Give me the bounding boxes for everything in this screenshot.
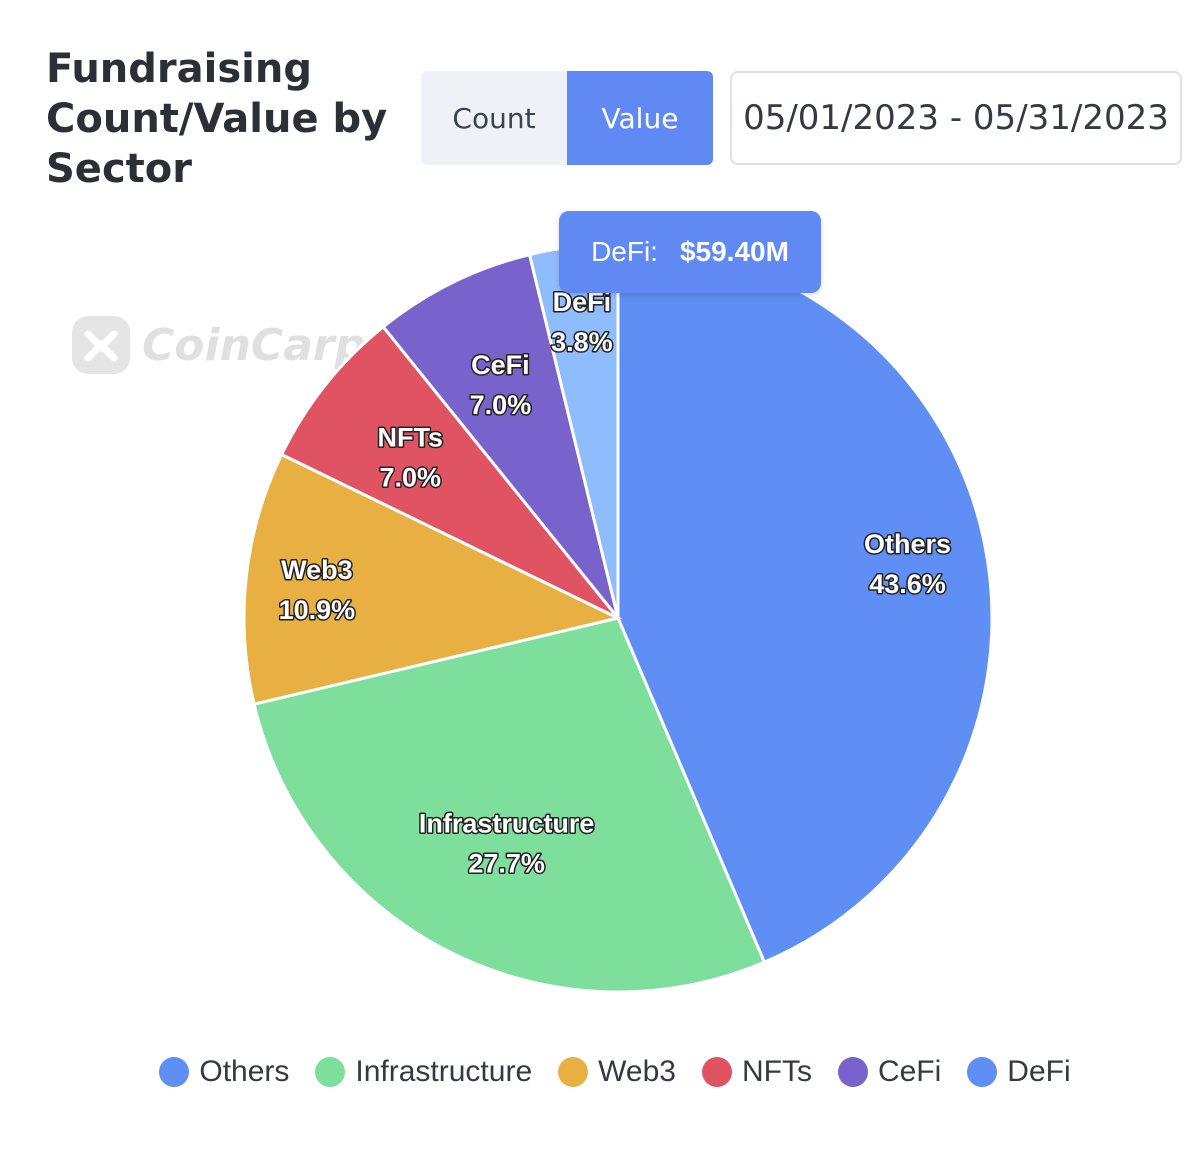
- legend-dot-infrastructure: [315, 1057, 346, 1087]
- legend-dot-cefi: [837, 1057, 868, 1087]
- slice-percent-defi: 3.8%: [551, 327, 613, 357]
- legend-item-cefi[interactable]: CeFi: [837, 1055, 942, 1089]
- legend-dot-web3: [558, 1057, 589, 1087]
- legend-item-nfts[interactable]: NFTs: [701, 1055, 812, 1089]
- legend-label-web3: Web3: [598, 1055, 676, 1088]
- legend-dot-defi: [967, 1057, 998, 1087]
- chart-tooltip: DeFi: $59.40M: [559, 211, 821, 293]
- slice-percent-nfts: 7.0%: [379, 463, 441, 493]
- tooltip-label: DeFi:: [591, 236, 658, 267]
- pie-slice-web3[interactable]: [242, 452, 623, 706]
- legend-label-infrastructure: Infrastructure: [355, 1055, 533, 1088]
- slice-label-infrastructure: Infrastructure: [419, 808, 595, 838]
- slice-percent-cefi: 7.0%: [470, 390, 532, 420]
- legend-item-others[interactable]: Others: [159, 1055, 289, 1089]
- slice-label-others: Others: [864, 529, 951, 559]
- slice-percent-infrastructure: 27.7%: [468, 848, 545, 878]
- legend-label-others: Others: [199, 1055, 290, 1088]
- legend-item-defi[interactable]: DeFi: [967, 1055, 1071, 1089]
- legend-label-nfts: NFTs: [741, 1055, 812, 1088]
- date-range-picker[interactable]: 05/01/2023 - 05/31/2023: [730, 71, 1182, 165]
- value-toggle-button[interactable]: Value: [567, 71, 713, 165]
- legend-label-cefi: CeFi: [877, 1055, 942, 1088]
- legend-item-infrastructure[interactable]: Infrastructure: [315, 1055, 532, 1089]
- count-value-toggle[interactable]: Count Value: [421, 71, 713, 165]
- legend-dot-others: [159, 1057, 190, 1087]
- slice-label-web3: Web3: [281, 555, 353, 585]
- legend-item-web3[interactable]: Web3: [558, 1055, 676, 1089]
- pie-slice-nfts[interactable]: [279, 324, 620, 620]
- pie-slice-cefi[interactable]: [381, 252, 620, 619]
- slice-label-cefi: CeFi: [471, 350, 530, 380]
- slice-percent-web3: 10.9%: [279, 595, 356, 625]
- legend-label-defi: DeFi: [1007, 1055, 1071, 1088]
- legend-dot-nfts: [701, 1057, 732, 1087]
- chart-legend: Others Infrastructure Web3 NFTs CeFi DeFi: [0, 1050, 1200, 1094]
- tooltip-value: $59.40M: [679, 236, 789, 267]
- chart-title: Fundraising Count/Value by Sector: [46, 46, 388, 192]
- slice-percent-others: 43.6%: [869, 569, 946, 599]
- slice-label-nfts: NFTs: [377, 423, 443, 453]
- pie-slice-infrastructure[interactable]: [252, 616, 767, 994]
- count-toggle-button[interactable]: Count: [421, 71, 567, 165]
